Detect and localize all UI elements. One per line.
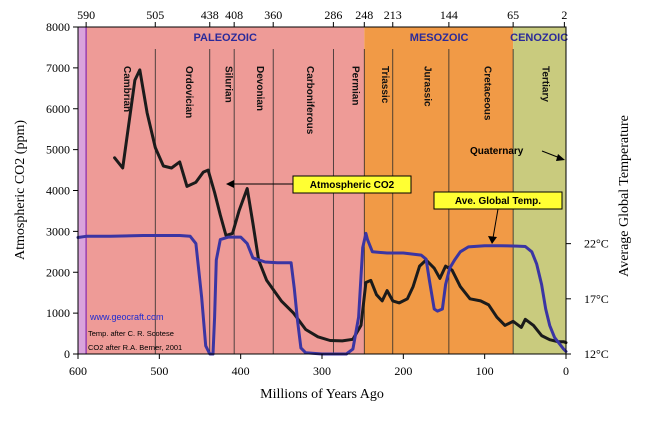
y-tick-label-2000: 2000 [46, 265, 70, 279]
y-right-tick-label-0: 22°C [584, 237, 609, 251]
top-tick-label-286: 286 [324, 8, 342, 22]
y-tick-label-3000: 3000 [46, 224, 70, 238]
period-label-carboniferous: Carboniferous [304, 66, 315, 135]
temp-annotation-arrowhead [488, 236, 497, 244]
top-tick-label-590: 590 [77, 8, 95, 22]
temp-annotation-text: Ave. Global Temp. [455, 196, 541, 207]
top-tick-label-408: 408 [225, 8, 243, 22]
era-label-mesozoic: MESOZOIC [410, 32, 469, 44]
credit-temp-source: Temp. after C. R. Scotese [88, 329, 174, 338]
quaternary-annotation-text: Quaternary [470, 146, 524, 157]
y-right-tick-label-1: 17°C [584, 292, 609, 306]
co2-series-line [113, 68, 568, 345]
co2-annotation-arrowhead [226, 180, 234, 188]
y-tick-label-1000: 1000 [46, 306, 70, 320]
y-axis-right-title: Average Global Temperature [617, 115, 632, 277]
y-tick-label-5000: 5000 [46, 143, 70, 157]
era-band-cenozoic [513, 27, 566, 354]
period-label-devonian: Devonian [254, 66, 265, 111]
y-tick-label-8000: 8000 [46, 20, 70, 34]
period-dividers [85, 27, 514, 354]
top-tick-label-438: 438 [201, 8, 219, 22]
y-tick-label-7000: 7000 [46, 61, 70, 75]
annotations: Atmospheric CO2 Ave. Global Temp. Quaterna… [226, 146, 565, 244]
credit-co2-source: CO2 after R.A. Berner, 2001 [88, 343, 182, 352]
x-tick-label-400: 400 [232, 364, 250, 378]
x-tick-label-100: 100 [476, 364, 494, 378]
top-tick-label-2: 2 [561, 8, 567, 22]
co2-annotation-text: Atmospheric CO2 [310, 180, 395, 191]
era-labels: PALEOZOIC MESOZOIC CENOZOIC [194, 32, 569, 44]
y-tick-label-6000: 6000 [46, 102, 70, 116]
y-axis-left-title: Atmospheric CO2 (ppm) [13, 120, 28, 260]
period-label-ordovician: Ordovician [183, 66, 194, 118]
y-tick-label-0: 0 [64, 347, 70, 361]
y-right-tick-label-2: 12°C [584, 347, 609, 361]
period-label-cretaceous: Cretaceous [482, 66, 493, 121]
y-tick-label-4000: 4000 [46, 184, 70, 198]
x-axis-title: Millions of Years Ago [260, 387, 384, 402]
top-tick-label-213: 213 [384, 8, 402, 22]
top-tick-label-505: 505 [146, 8, 164, 22]
temp-annotation-leader [492, 208, 499, 239]
period-label-permian: Permian [349, 66, 360, 105]
x-tick-label-300: 300 [313, 364, 331, 378]
period-label-cambrian: Cambrian [121, 66, 132, 112]
period-labels: Cambrian Ordovician Silurian Devonian Carbon… [121, 66, 550, 135]
x-tick-label-0: 0 [563, 364, 569, 378]
period-label-silurian: Silurian [222, 66, 233, 103]
era-label-cenozoic: CENOZOIC [510, 32, 568, 44]
x-tick-label-600: 600 [69, 364, 87, 378]
axes: 600 500 400 300 200 100 0010002000300040005000… [46, 8, 609, 378]
top-tick-label-65: 65 [507, 8, 519, 22]
era-bands [78, 27, 566, 354]
era-label-paleozoic: PALEOZOIC [194, 32, 257, 44]
era-band-pre-cambrian [78, 27, 87, 354]
top-tick-label-248: 248 [355, 8, 373, 22]
period-label-jurassic: Jurassic [421, 66, 432, 107]
top-tick-label-360: 360 [264, 8, 282, 22]
x-tick-label-200: 200 [394, 364, 412, 378]
credit-url: www.geocraft.com [89, 312, 164, 322]
quaternary-annotation-arrowhead [556, 154, 565, 161]
x-tick-label-500: 500 [150, 364, 168, 378]
period-label-triassic: Triassic [379, 66, 390, 104]
period-label-tertiary: Tertiary [539, 66, 550, 102]
quaternary-annotation-leader [541, 150, 561, 159]
top-tick-label-144: 144 [440, 8, 458, 22]
